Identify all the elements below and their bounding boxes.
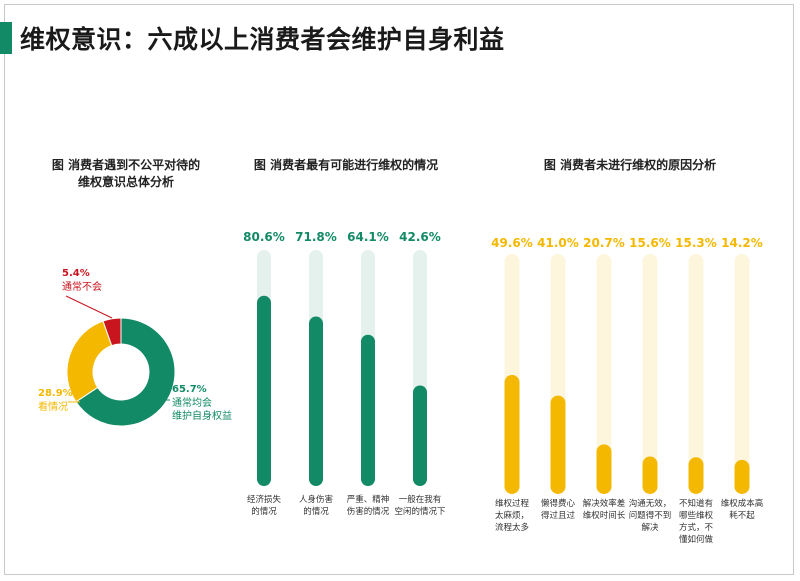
bar-value-label: 42.6% [399,230,441,244]
donut-chart-title-line-2: 维权意识总体分析 [77,175,174,189]
bar-category-label: 一般在我有 [399,494,442,505]
bar-track [642,254,658,494]
bar-category-label: 方式，不 [679,522,714,533]
bar-category-label: 维权成本高 [721,498,764,509]
bar-category-label: 解决效率差 [583,498,626,509]
slide-frame [4,4,794,575]
donut-category-label: 看情况 [38,400,68,413]
donut-slice [102,317,122,347]
page-title: 维权意识：六成以上消费者会维护自身利益 [20,25,505,54]
bar-category-label: 流程太多 [495,522,530,533]
bar-category-label: 伤害的情况 [347,506,390,517]
bar-value-label: 49.6% [491,236,533,250]
bar [361,334,375,486]
bar-chart-1-title: 图 消费者最有可能进行维权的情况 [253,158,439,172]
bar [688,457,704,494]
bar-category-label: 人身伤害 [299,494,333,505]
bar-category-label: 哪些维权 [679,510,714,521]
bar-value-label: 14.2% [721,236,763,250]
donut-value-label: 65.7% [172,384,207,395]
donut-leader-line [65,295,113,319]
title-accent-bar [0,22,12,54]
bar-value-label: 41.0% [537,236,579,250]
bar-category-label: 的情况 [251,506,277,517]
donut-category-label: 通常均会 [172,396,212,409]
donut-chart-title: 图 消费者遇到不公平对待的 维权意识总体分析 [36,157,216,191]
bar-track [734,254,750,494]
bar [642,456,658,494]
bar-value-label: 20.7% [583,236,625,250]
bar [309,316,323,486]
bar [504,374,520,494]
bar-category-label: 懒得费心 [541,498,576,509]
bar-category-label: 问题得不到 [629,510,672,521]
bar-category-label: 沟通无效， [629,498,672,509]
bar [550,395,566,494]
bar-value-label: 71.8% [295,230,337,244]
bar [596,444,612,494]
bar-category-label: 不知道有 [679,498,713,509]
bar-value-label: 64.1% [347,230,389,244]
bar-category-label: 耗不起 [729,511,755,521]
bar-value-label: 15.3% [675,236,717,250]
bar-category-label: 太麻烦， [495,510,529,521]
bar-category-label: 维权过程 [495,498,530,509]
bar-category-label: 得过且过 [541,510,576,521]
bar-category-label: 经济损失 [247,494,282,505]
bar-category-label: 解决 [641,522,659,533]
bar-category-label: 的情况 [303,506,329,517]
bar-track [596,254,612,494]
bar [413,385,427,486]
donut-chart-title-line-1: 图 消费者遇到不公平对待的 [51,158,201,172]
donut-slice [66,320,113,403]
bar [734,459,750,494]
bar-chart-2-title: 图 消费者未进行维权的原因分析 [543,158,717,172]
bar-track [688,254,704,494]
bar-value-label: 80.6% [243,230,285,244]
donut-value-label: 28.9% [38,388,73,399]
donut-value-label: 5.4% [62,268,90,279]
donut-category-label: 维护自身权益 [172,409,232,422]
bar-category-label: 空闲的情况下 [394,506,446,517]
bar-category-label: 维权时间长 [583,510,626,521]
donut-category-label: 通常不会 [62,280,102,293]
bar-category-label: 懂如何做 [679,534,714,545]
bar-value-label: 15.6% [629,236,671,250]
bar-category-label: 严重、精神 [347,494,390,505]
bar [257,295,271,486]
donut-slice [75,317,176,427]
